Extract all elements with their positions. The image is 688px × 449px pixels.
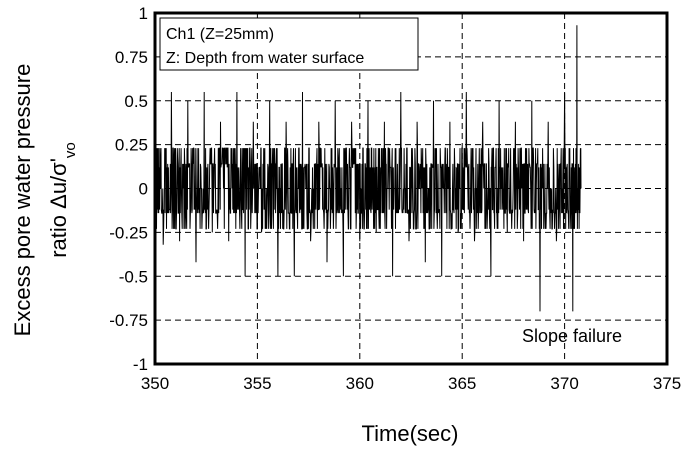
x-tick-label: 375 — [653, 374, 681, 393]
x-tick-labels: 350 355 360 365 370 375 — [141, 374, 681, 393]
x-tick-label: 360 — [346, 374, 374, 393]
slope-failure-annotation: Slope failure — [522, 326, 622, 346]
y-axis-title-line1: Excess pore water pressure — [10, 64, 35, 337]
y-tick-label: -1 — [133, 355, 148, 374]
y-tick-labels: 1 0.75 0.5 0.25 0 -0.25 -0.5 -0.75 -1 — [109, 4, 148, 374]
y-tick-label: -0.25 — [109, 223, 148, 242]
legend-box — [159, 17, 419, 71]
y-tick-label: 0.75 — [115, 48, 148, 67]
x-tick-label: 355 — [243, 374, 271, 393]
plot-frame — [153, 11, 669, 366]
legend: Ch1 (Z=25mm) Z: Depth from water surface — [159, 17, 419, 71]
series-line — [154, 25, 582, 312]
y-axis-title-ratio: ratio Δu/σ' — [46, 158, 71, 258]
y-axis-title-subscript: vo — [62, 142, 79, 158]
x-axis-title: Time(sec) — [362, 421, 459, 446]
x-tick-label: 350 — [141, 374, 169, 393]
y-tick-label: 0.25 — [115, 136, 148, 155]
y-tick-label: 1 — [139, 4, 148, 23]
legend-line-2: Z: Depth from water surface — [166, 50, 364, 67]
y-tick-label: -0.5 — [119, 267, 148, 286]
y-tick-label: 0 — [139, 180, 148, 199]
y-tick-label: 0.5 — [124, 92, 148, 111]
y-axis-title-line2: ratio Δu/σ'vo — [46, 142, 79, 258]
series-layer — [154, 25, 582, 312]
x-tick-label: 365 — [448, 374, 476, 393]
y-tick-label: -0.75 — [109, 311, 148, 330]
legend-line-1: Ch1 (Z=25mm) — [166, 26, 274, 43]
x-tick-label: 370 — [550, 374, 578, 393]
